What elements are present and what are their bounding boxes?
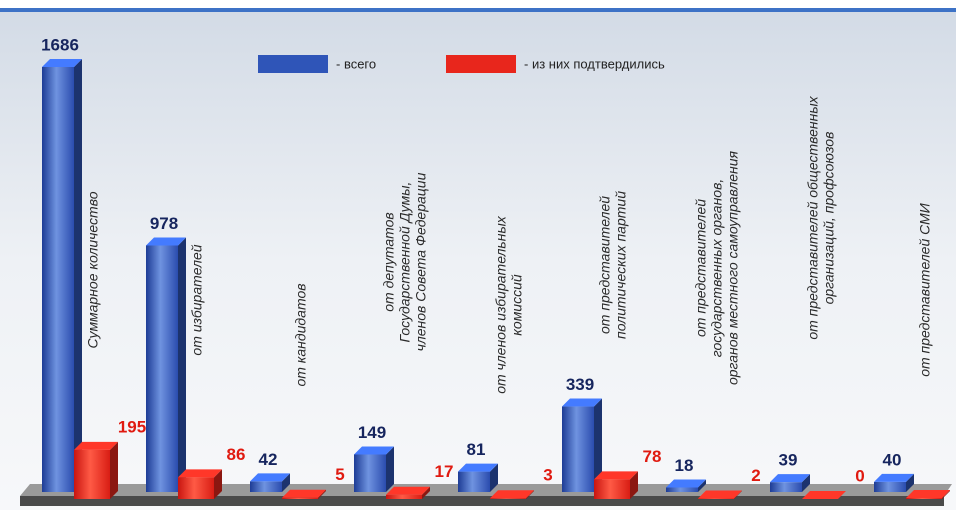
bar-top xyxy=(770,474,810,483)
bar-top xyxy=(354,446,394,455)
value-label: 978 xyxy=(150,214,178,233)
bar xyxy=(178,477,214,499)
bar-side xyxy=(386,446,394,492)
value-label: 5 xyxy=(335,465,344,484)
bar xyxy=(906,497,942,499)
legend-label: - из них подтвердились xyxy=(524,56,665,71)
value-label: 3 xyxy=(543,466,552,485)
bar-side xyxy=(630,471,638,499)
category-label: от членов избирательных xyxy=(493,215,509,394)
bar-side xyxy=(318,489,326,499)
value-label: 1686 xyxy=(41,35,79,54)
category-label: от представителей xyxy=(693,199,709,337)
bar-top xyxy=(594,471,638,480)
category-label: от кандидатов xyxy=(293,283,309,386)
bar-top xyxy=(802,491,846,499)
bar xyxy=(666,487,698,492)
value-label: 40 xyxy=(883,450,902,469)
value-label: 78 xyxy=(643,447,662,466)
bar xyxy=(594,479,630,499)
bar-top xyxy=(666,479,706,488)
bar-side xyxy=(906,473,914,492)
bar xyxy=(458,471,490,492)
bar-side xyxy=(942,489,950,499)
bar xyxy=(146,245,178,492)
bar-side xyxy=(594,398,602,492)
category-label: от представителей общественных xyxy=(805,95,821,339)
bar-top xyxy=(458,463,498,472)
bar-side xyxy=(734,490,742,499)
bar-side xyxy=(110,441,118,499)
bar-top xyxy=(178,469,222,478)
value-label: 195 xyxy=(118,417,146,436)
bar-top xyxy=(250,473,290,482)
bar xyxy=(770,482,802,492)
value-label: 0 xyxy=(855,466,864,485)
legend: - всего - из них подтвердились xyxy=(258,55,665,73)
bar-side xyxy=(74,59,82,492)
bar-side xyxy=(490,463,498,492)
bar-side xyxy=(422,486,430,499)
legend-swatch xyxy=(258,55,328,73)
category-label: от депутатов xyxy=(381,212,397,311)
bar xyxy=(74,449,110,499)
bar-side xyxy=(214,469,222,499)
category-label: политических партий xyxy=(613,191,629,339)
value-label: 2 xyxy=(751,466,760,485)
bar xyxy=(386,494,422,499)
bar xyxy=(354,454,386,492)
legend-swatch xyxy=(446,55,516,73)
category-label: от представителей xyxy=(597,196,613,334)
value-label: 339 xyxy=(566,375,594,394)
value-label: 81 xyxy=(467,440,486,459)
bar-top xyxy=(698,490,742,499)
category-label: комиссий xyxy=(509,274,525,336)
category-label: от избирателей xyxy=(189,244,205,355)
bar-side xyxy=(802,474,810,492)
value-label: 18 xyxy=(675,456,694,475)
value-label: 86 xyxy=(227,445,246,464)
bar-side xyxy=(526,490,534,499)
value-label: 17 xyxy=(435,462,454,481)
top-rule xyxy=(0,8,956,12)
bar xyxy=(490,498,526,499)
category-label: от представителей СМИ xyxy=(917,202,933,377)
bar xyxy=(874,481,906,492)
value-label: 149 xyxy=(358,423,386,442)
bar-top xyxy=(562,398,602,407)
bar-top xyxy=(74,441,118,450)
bar xyxy=(282,497,318,499)
bar-top xyxy=(906,489,950,498)
bar-side xyxy=(178,237,186,492)
bar-top xyxy=(386,486,430,495)
category-label: органов местного самоуправления xyxy=(725,150,741,385)
bar xyxy=(698,498,734,499)
value-label: 42 xyxy=(259,450,278,469)
bar-side xyxy=(282,473,290,492)
bar xyxy=(250,481,282,492)
legend-label: - всего xyxy=(336,56,376,71)
bar-top xyxy=(874,473,914,482)
bar-top xyxy=(42,59,82,67)
bar xyxy=(562,406,594,492)
category-label: Государственной Думы, xyxy=(397,182,413,343)
category-label: Суммарное количество xyxy=(85,191,101,348)
bar-top xyxy=(490,490,534,499)
value-label: 39 xyxy=(779,451,798,470)
bar-top xyxy=(146,237,186,246)
bar xyxy=(42,67,74,492)
category-label: членов Совета Федерации xyxy=(413,172,429,351)
category-label: государственных органов, xyxy=(709,179,725,358)
category-label: организаций, профсоюзов xyxy=(821,132,837,305)
bar-top xyxy=(282,489,326,498)
bar-side xyxy=(698,479,706,492)
